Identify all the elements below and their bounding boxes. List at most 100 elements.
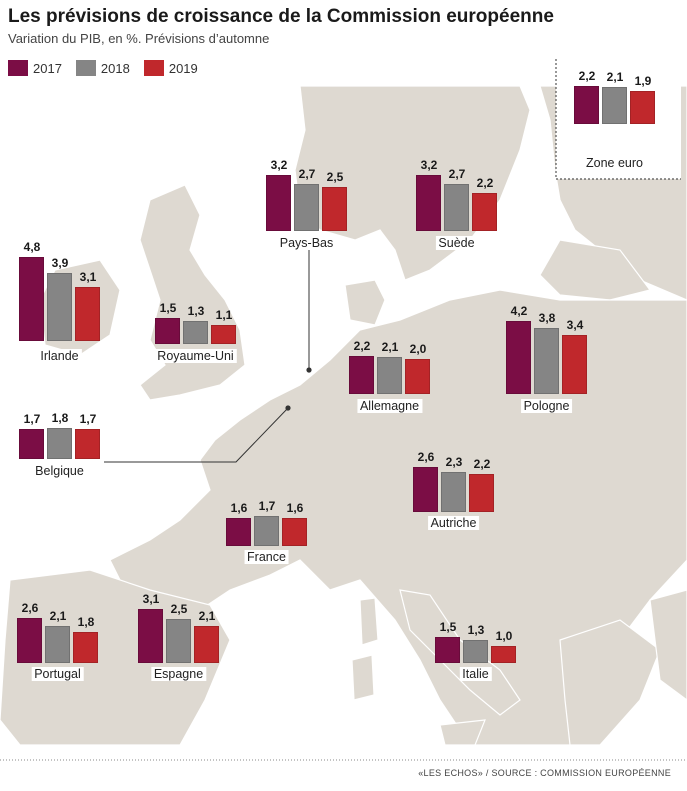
bar-value-label: 2,3 (445, 454, 463, 469)
bar-espagne-2019 (194, 626, 219, 663)
legend-item-2018: 2018 (75, 60, 130, 76)
bar-italie-2017 (435, 636, 460, 663)
bar-value-label: 1,7 (23, 412, 41, 427)
group-label-allemagne: Allemagne (356, 399, 423, 413)
bar-pays-bas-2017 (266, 175, 291, 231)
legend: 2017 2018 2019 (8, 60, 212, 76)
bar-value-label: 1,8 (77, 614, 95, 629)
bar-value-label: 3,2 (420, 158, 438, 172)
bar-value-label: 2,2 (353, 338, 371, 353)
bar-portugal-2017 (17, 617, 42, 663)
bar-royaume-uni-2018 (183, 321, 208, 344)
bar-value-label: 4,2 (510, 303, 528, 318)
legend-item-2019: 2019 (143, 60, 198, 76)
group-label-royaume-uni: Royaume-Uni (154, 349, 237, 363)
bar-value-label: 1,3 (467, 623, 485, 638)
bar-value-label: 2,1 (49, 609, 67, 624)
bar-irlande-2018 (47, 272, 72, 341)
bar-suede-2019 (472, 192, 497, 231)
bar-value-label: 1,7 (258, 499, 276, 514)
bar-allemagne-2019 (405, 359, 430, 394)
bar-value-label: 1,8 (51, 410, 69, 425)
bar-france-2017 (226, 518, 251, 546)
bar-portugal-2018 (45, 626, 70, 663)
bar-value-label: 2,2 (578, 68, 596, 83)
bar-value-label: 3,1 (79, 269, 97, 284)
chart-subtitle: Variation du PIB, en %. Prévisions d’aut… (8, 31, 270, 46)
chart-title: Les prévisions de croissance de la Commi… (8, 6, 554, 27)
legend-swatch (143, 60, 164, 76)
group-label-espagne: Espagne (150, 667, 207, 681)
bar-pologne-2017 (506, 320, 531, 394)
bar-espagne-2018 (166, 619, 191, 663)
bar-belgique-2018 (47, 427, 72, 459)
bar-value-label: 1,3 (187, 304, 205, 319)
bar-pays-bas-2018 (294, 183, 319, 231)
bar-zone-euro-2019 (630, 90, 655, 124)
bar-value-label: 3,2 (270, 158, 288, 172)
group-label-belgique: Belgique (32, 464, 87, 478)
source-note: «LES ECHOS» / SOURCE : COMMISSION EUROPÉ… (418, 768, 671, 778)
bar-value-label: 3,9 (51, 255, 69, 270)
legend-label: 2019 (168, 60, 198, 76)
bar-value-label: 1,5 (439, 619, 457, 634)
bar-pays-bas-2019 (322, 187, 347, 231)
bar-value-label: 2,7 (298, 166, 316, 181)
group-label-pologne: Pologne (520, 399, 573, 413)
bar-value-label: 2,7 (448, 166, 466, 181)
bar-value-label: 1,5 (159, 300, 177, 315)
bar-value-label: 2,6 (21, 600, 39, 615)
bar-value-label: 2,1 (198, 609, 216, 624)
legend-label: 2018 (100, 60, 130, 76)
legend-swatch (75, 60, 96, 76)
bar-value-label: 3,4 (566, 317, 584, 332)
bar-value-label: 3,1 (142, 591, 160, 606)
bar-irlande-2019 (75, 286, 100, 341)
group-label-zone-euro: Zone euro (583, 156, 646, 170)
group-label-portugal: Portugal (31, 667, 84, 681)
bar-value-label: 2,0 (409, 342, 427, 356)
bar-value-label: 2,1 (381, 340, 399, 355)
bar-value-label: 2,5 (326, 170, 344, 185)
bar-suede-2018 (444, 183, 469, 231)
bar-value-label: 2,6 (417, 449, 435, 464)
group-label-italie: Italie (459, 667, 492, 681)
group-label-pays-bas: Pays-Bas (276, 236, 337, 250)
group-label-suede: Suède (435, 236, 478, 250)
bar-france-2019 (282, 518, 307, 546)
bar-france-2018 (254, 516, 279, 546)
bar-autriche-2017 (413, 466, 438, 512)
bar-autriche-2019 (469, 473, 494, 512)
bar-italie-2018 (463, 640, 488, 663)
bar-zone-euro-2017 (574, 85, 599, 124)
bar-value-label: 1,6 (230, 501, 248, 515)
legend-swatch (8, 60, 28, 76)
bar-royaume-uni-2017 (155, 317, 180, 344)
bar-value-label: 2,1 (606, 70, 624, 85)
bar-value-label: 2,2 (476, 175, 494, 190)
bar-value-label: 2,5 (170, 602, 188, 617)
legend-label: 2017 (33, 60, 62, 76)
bar-allemagne-2018 (377, 357, 402, 394)
bar-value-label: 4,8 (23, 240, 41, 254)
bar-belgique-2019 (75, 429, 100, 459)
bar-value-label: 1,0 (495, 628, 513, 643)
bar-irlande-2017 (19, 257, 44, 341)
group-label-autriche: Autriche (427, 516, 480, 530)
legend-item-2017: 2017 (8, 60, 62, 76)
bar-royaume-uni-2019 (211, 324, 236, 344)
bar-value-label: 1,9 (634, 73, 652, 88)
bar-suede-2017 (416, 175, 441, 231)
bar-value-label: 1,6 (286, 501, 304, 515)
group-label-france: France (244, 550, 289, 564)
bar-zone-euro-2018 (602, 87, 627, 124)
bar-value-label: 1,7 (79, 412, 97, 427)
group-label-irlande: Irlande (37, 349, 82, 363)
bar-pologne-2018 (534, 327, 559, 394)
bar-autriche-2018 (441, 471, 466, 512)
bar-belgique-2017 (19, 429, 44, 459)
bar-allemagne-2017 (349, 355, 374, 394)
bar-portugal-2019 (73, 631, 98, 663)
bar-pologne-2019 (562, 334, 587, 394)
bar-espagne-2017 (138, 608, 163, 663)
